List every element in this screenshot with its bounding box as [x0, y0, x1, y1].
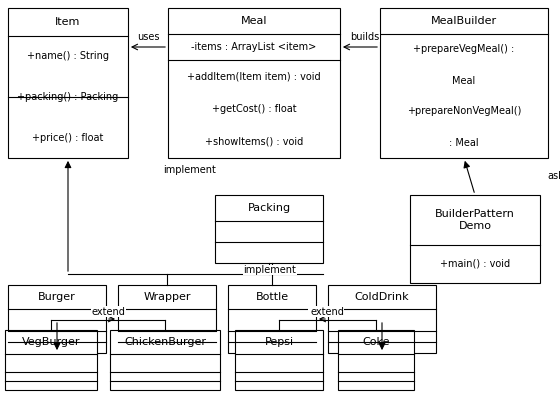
Bar — [235, 330, 323, 390]
Text: Item: Item — [55, 17, 81, 27]
Text: +addItem(Item item) : void: +addItem(Item item) : void — [187, 71, 321, 81]
Bar — [380, 8, 548, 158]
Text: implement: implement — [244, 265, 296, 275]
Text: : Meal: : Meal — [449, 137, 479, 148]
Text: +main() : void: +main() : void — [440, 259, 510, 269]
Text: builds: builds — [351, 32, 380, 42]
Bar — [338, 330, 414, 390]
Text: +name() : String: +name() : String — [27, 51, 109, 61]
Text: Coke: Coke — [362, 337, 390, 347]
Bar — [168, 8, 340, 158]
Text: +prepareNonVegMeal(): +prepareNonVegMeal() — [407, 106, 521, 117]
Text: Meal: Meal — [241, 16, 267, 26]
Text: uses: uses — [137, 32, 159, 42]
Bar — [410, 195, 540, 283]
Text: BuilderPattern
Demo: BuilderPattern Demo — [435, 209, 515, 231]
Bar — [328, 285, 436, 353]
Text: asks: asks — [547, 171, 560, 181]
Bar — [215, 195, 323, 263]
Text: ColdDrink: ColdDrink — [354, 292, 409, 302]
Text: uses: uses — [309, 306, 332, 316]
Bar — [8, 285, 106, 353]
Text: +showItems() : void: +showItems() : void — [205, 137, 303, 146]
Bar — [228, 285, 316, 353]
Text: MealBuilder: MealBuilder — [431, 16, 497, 26]
Text: Meal: Meal — [452, 75, 475, 86]
Text: VegBurger: VegBurger — [22, 337, 80, 347]
Text: +packing() : Packing: +packing() : Packing — [17, 92, 119, 102]
Text: Bottle: Bottle — [255, 292, 288, 302]
Text: +getCost() : float: +getCost() : float — [212, 104, 296, 114]
Text: Pepsi: Pepsi — [264, 337, 293, 347]
Text: -items : ArrayList <item>: -items : ArrayList <item> — [192, 42, 316, 52]
Text: +prepareVegMeal() :: +prepareVegMeal() : — [413, 44, 515, 55]
Bar — [8, 8, 128, 158]
Text: Burger: Burger — [38, 292, 76, 302]
Text: extend: extend — [310, 307, 344, 317]
Text: extend: extend — [91, 307, 125, 317]
Text: ChickenBurger: ChickenBurger — [124, 337, 206, 347]
Text: Wrapper: Wrapper — [143, 292, 191, 302]
Bar — [118, 285, 216, 353]
Bar — [5, 330, 97, 390]
Bar — [110, 330, 220, 390]
Text: implement: implement — [164, 165, 216, 175]
Text: uses: uses — [102, 306, 125, 316]
Text: Packing: Packing — [248, 203, 291, 213]
Text: +price() : float: +price() : float — [32, 133, 104, 143]
